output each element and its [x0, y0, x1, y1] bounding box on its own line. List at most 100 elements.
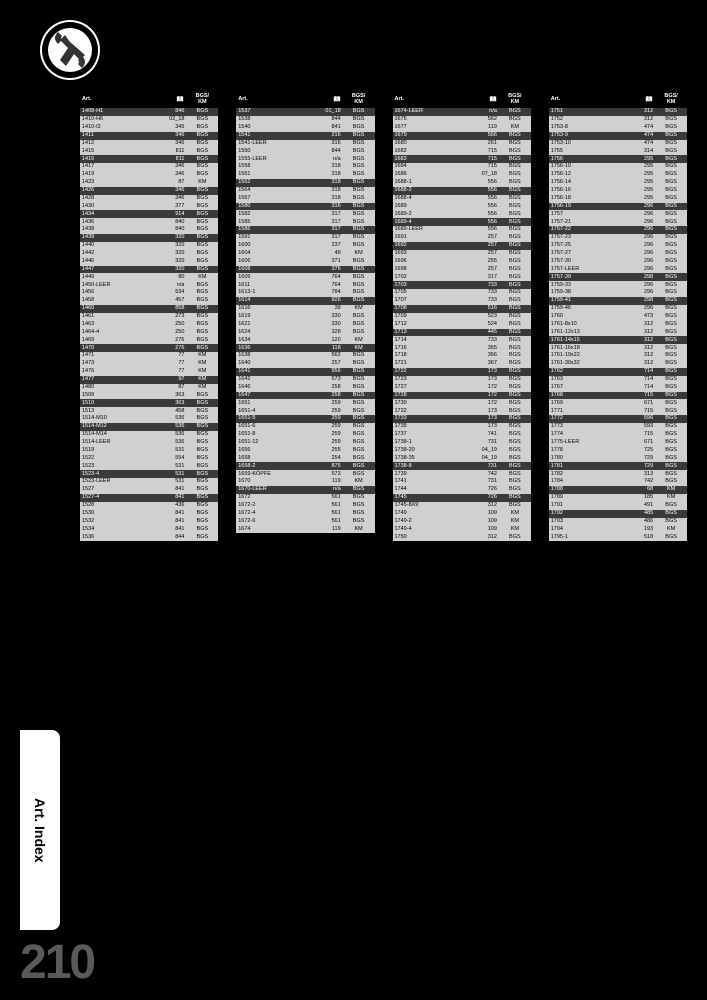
cell-art: 1689-2 [393, 210, 469, 218]
cell-page: 312 [469, 533, 499, 541]
cell-bgs: BGS [186, 502, 218, 510]
index-row: 1651-12259BGS [236, 439, 374, 447]
cell-art: 1523-4 [80, 470, 156, 478]
cell-bgs: BGS [186, 218, 218, 226]
index-row: 1707733BGS [393, 297, 531, 305]
cell-page: 486 [625, 518, 655, 526]
cell-page: 172 [469, 384, 499, 392]
index-row: 1757-22296BGS [549, 226, 687, 234]
cell-page: 02_18 [156, 116, 186, 124]
cell-bgs: BGS [343, 360, 375, 368]
index-row: 1532841BGS [80, 518, 218, 526]
index-row: 1757296BGS [549, 210, 687, 218]
cell-bgs: BGS [655, 368, 687, 376]
cell-art: 1738-20 [393, 447, 469, 455]
cell-bgs: BGS [655, 171, 687, 179]
cell-art: 1624 [236, 329, 312, 337]
cell-art: 1672 [236, 494, 312, 502]
cell-bgs: KM [186, 368, 218, 376]
cell-bgs: BGS [499, 313, 531, 321]
cell-page: 273 [156, 313, 186, 321]
cell-art: 1781 [549, 462, 625, 470]
cell-page: 173 [469, 407, 499, 415]
index-row: 1688-1556BGS [393, 179, 531, 187]
cell-bgs: BGS [655, 407, 687, 415]
cell-bgs: BGS [499, 250, 531, 258]
cell-page: 841 [156, 494, 186, 502]
cell-page: 764 [312, 281, 342, 289]
index-row: 1791491BGS [549, 502, 687, 510]
cell-art: 1722 [393, 368, 469, 376]
cell-art: 1534 [80, 525, 156, 533]
cell-art: 1767 [549, 384, 625, 392]
cell-bgs: BGS [186, 313, 218, 321]
cell-art: 1423 [80, 179, 156, 187]
cell-bgs: BGS [343, 281, 375, 289]
cell-page: 841 [156, 486, 186, 494]
cell-page: 317 [312, 234, 342, 242]
cell-bgs: BGS [499, 258, 531, 266]
cell-bgs: KM [343, 478, 375, 486]
cell-page: 01_18 [312, 108, 342, 116]
cell-art: 1417 [80, 163, 156, 171]
cell-art: 1763 [549, 376, 625, 384]
cell-art: 1585 [236, 218, 312, 226]
index-row: 1756-14295BGS [549, 179, 687, 187]
cell-art: 1757-39 [549, 273, 625, 281]
cell-bgs: BGS [655, 329, 687, 337]
cell-bgs: BGS [186, 234, 218, 242]
cell-bgs: BGS [655, 266, 687, 274]
cell-page: 556 [469, 195, 499, 203]
cell-art: 1541-LEER [236, 140, 312, 148]
cell-page: 77 [156, 352, 186, 360]
cell-art: 1477 [80, 376, 156, 384]
index-row: 1651-6259BGS [236, 423, 374, 431]
index-row: 1558318BGS [236, 163, 374, 171]
cell-art: 1733 [393, 415, 469, 423]
cell-bgs: BGS [343, 399, 375, 407]
cell-art: 1761-16x18 [549, 344, 625, 352]
cell-art: 1755 [549, 147, 625, 155]
cell-bgs: BGS [343, 108, 375, 116]
header-bgs: BGS/KM [655, 90, 687, 108]
index-row: 1436840BGS [80, 218, 218, 226]
cell-page: 312 [625, 321, 655, 329]
cell-bgs: BGS [499, 486, 531, 494]
cell-page: 367 [469, 360, 499, 368]
cell-bgs: BGS [343, 384, 375, 392]
cell-bgs: BGS [655, 195, 687, 203]
cell-art: 1541 [236, 132, 312, 140]
cell-page: 731 [469, 478, 499, 486]
cell-page: 68 [625, 486, 655, 494]
index-row: 1541-LEER316BGS [236, 140, 374, 148]
cell-bgs: BGS [499, 392, 531, 400]
cell-art: 1782 [549, 470, 625, 478]
cell-bgs: BGS [186, 470, 218, 478]
cell-art: 1514-M14 [80, 431, 156, 439]
cell-bgs: KM [499, 510, 531, 518]
index-row: 1634120KM [236, 336, 374, 344]
cell-page: n/a [469, 108, 499, 116]
cell-art: 1768 [549, 392, 625, 400]
cell-page: 531 [156, 447, 186, 455]
index-row: 1464-4250BGS [80, 329, 218, 337]
index-row: 1536844BGS [80, 533, 218, 541]
cell-art: 1442 [80, 250, 156, 258]
index-row: 1703733BGS [393, 281, 531, 289]
index-row: 1582317BGS [236, 210, 374, 218]
header-art: Art. [549, 90, 625, 108]
cell-page: 312 [625, 116, 655, 124]
cell-art: 1470 [80, 344, 156, 352]
index-row: 1761-12x13312BGS [549, 329, 687, 337]
cell-bgs: KM [343, 336, 375, 344]
cell-art: 1564 [236, 187, 312, 195]
cell-bgs: BGS [499, 242, 531, 250]
cell-bgs: BGS [186, 392, 218, 400]
cell-page: 317 [312, 226, 342, 234]
cell-bgs: BGS [499, 352, 531, 360]
cell-art: 1674-LEER [393, 108, 469, 116]
cell-art: 1761-30x32 [549, 360, 625, 368]
cell-art: 1757 [549, 210, 625, 218]
index-row: 1679566BGS [393, 132, 531, 140]
cell-art: 1586 [236, 226, 312, 234]
